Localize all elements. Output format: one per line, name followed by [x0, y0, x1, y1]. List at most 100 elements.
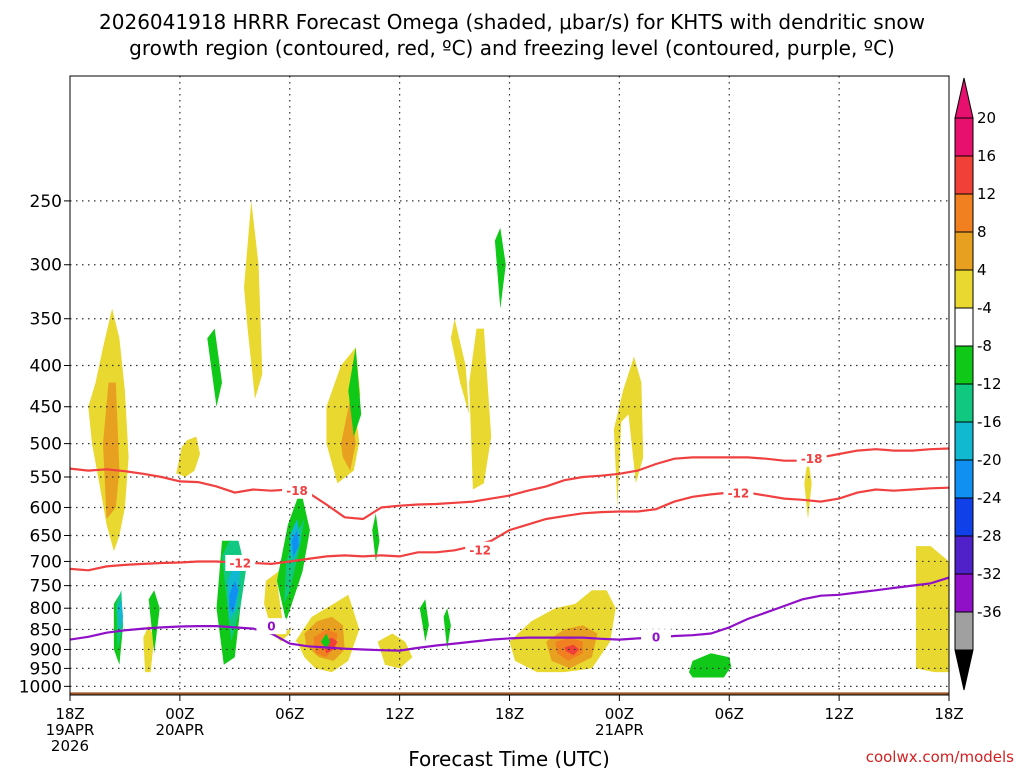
omega-shading [88, 200, 949, 678]
y-tick-label-250: 250 [30, 192, 62, 212]
credit-text: coolwx.com/models [866, 748, 1014, 766]
x-tick-label-0-1: 19APR [46, 721, 95, 739]
contour-label-bg-freezing-level-1 [641, 629, 671, 646]
omega-region-4-9 [505, 535, 521, 562]
contour-label-dgz-top-1: -18 [801, 452, 823, 466]
chart-title-line-2: growth region (contoured, red, ºC) and f… [129, 36, 895, 60]
omega-region-5-1 [148, 590, 160, 654]
colorbar-swatch--20 [954, 459, 974, 499]
omega-region-0-11 [804, 457, 812, 519]
y-tick-label-1000: 1000 [19, 677, 62, 697]
omega-region-4-3 [227, 276, 243, 407]
y-tick-label-300: 300 [30, 256, 62, 276]
colorbar-swatch--4 [954, 307, 974, 347]
colorbar-label-12: 12 [977, 185, 996, 203]
contour-label-dgz-bottom-0: -12 [229, 556, 251, 570]
omega-region-0-7 [450, 318, 470, 415]
colorbar-label--32: -32 [977, 565, 1002, 583]
y-tick-label-500: 500 [30, 435, 62, 455]
x-tick-label-6-0: 00Z [165, 705, 194, 723]
y-tick-label-400: 400 [30, 356, 62, 376]
colorbar-label--8: -8 [977, 337, 992, 355]
colorbar-label-4: 4 [977, 261, 987, 279]
omega-region-5-8 [494, 227, 506, 309]
y-tick-label-350: 350 [30, 310, 62, 330]
contour-label-dgz-bottom-1: -12 [469, 543, 491, 557]
contour-label-freezing-level-1: 0 [652, 631, 660, 645]
colorbar-label-20: 20 [977, 109, 996, 127]
colorbar-top-arrow [954, 77, 974, 119]
omega-region-0-8 [469, 328, 492, 490]
colorbar-swatch--16 [954, 421, 974, 461]
x-tick-label-48-0: 18Z [934, 705, 963, 723]
colorbar-swatch-8 [954, 231, 974, 271]
colorbar-swatch-20 [954, 117, 974, 157]
y-axis: 2503003504004505005506006507007508008509… [19, 192, 70, 697]
chart-title-line-1: 2026041918 HRRR Forecast Omega (shaded, … [99, 10, 925, 34]
contour-label-bg-dgz-bottom-0 [225, 554, 256, 571]
omega-region-8-1 [291, 530, 299, 557]
omega-region-4-11 [628, 507, 638, 531]
contour-label-bg-dgz-bottom-1 [465, 541, 496, 558]
x-tick-label-0-2: 2026 [51, 737, 89, 755]
x-tick-label-6-1: 20APR [155, 721, 204, 739]
y-tick-label-700: 700 [30, 552, 62, 572]
y-tick-label-750: 750 [30, 577, 62, 597]
y-tick-label-850: 850 [30, 620, 62, 640]
contour-dgz-bottom [70, 486, 949, 572]
y-tick-label-950: 950 [30, 659, 62, 679]
colorbar-swatch--8 [954, 345, 974, 385]
colorbar-swatch--32 [954, 573, 974, 613]
grid-lines [70, 76, 949, 695]
omega-region-4-1 [156, 580, 164, 658]
colorbar-label--4: -4 [977, 299, 992, 317]
y-tick-label-550: 550 [30, 468, 62, 488]
colorbar-swatch-16 [954, 155, 974, 195]
colorbar-label-8: 8 [977, 223, 987, 241]
colorbar-label--20: -20 [977, 451, 1002, 469]
omega-region-0-2 [244, 200, 263, 399]
omega-region-5-7 [443, 608, 451, 650]
colorbar-swatch--28 [954, 535, 974, 575]
colorbar-bottom-arrow [954, 649, 974, 691]
omega-region-0-10 [613, 356, 644, 508]
contour-label-bg-dgz-bottom-2 [723, 485, 754, 502]
contour-label-bg-dgz-top-0 [282, 482, 313, 499]
contour-lines: -18 -18 -12 -12 -12 0 0 [70, 447, 949, 652]
contour-label-bg-dgz-top-1 [796, 450, 827, 467]
x-axis-label: Forecast Time (UTC) [408, 747, 610, 768]
contour-label-dgz-top-0: -18 [286, 484, 308, 498]
omega-region-0-12 [916, 546, 949, 673]
omega-region-5-11 [320, 633, 330, 650]
x-tick-label-24-0: 18Z [495, 705, 524, 723]
y-tick-label-650: 650 [30, 527, 62, 547]
x-tick-label-42-0: 12Z [824, 705, 853, 723]
omega-region-0-14 [143, 625, 155, 673]
y-tick-label-800: 800 [30, 599, 62, 619]
y-tick-label-600: 600 [30, 498, 62, 518]
contour-label-dgz-bottom-2: -12 [728, 487, 750, 501]
x-tick-label-0-0: 18Z [55, 705, 84, 723]
y-tick-label-900: 900 [30, 640, 62, 660]
colorbar-label-16: 16 [977, 147, 996, 165]
omega-region-0-1 [176, 436, 200, 477]
omega-region-8-0 [229, 580, 239, 613]
colorbar-swatch-4 [954, 269, 974, 309]
x-tick-label-36-0: 06Z [715, 705, 744, 723]
omega-region-5-9 [689, 653, 732, 678]
colorbar-swatch-12 [954, 193, 974, 233]
y-tick-label-450: 450 [30, 398, 62, 418]
colorbar: 20 16 12 8 4 -4 -8 -12 -16 -20 -24 -28 -32 -36 [954, 77, 1002, 691]
colorbar-swatch--36 [954, 611, 974, 651]
ground-surface [70, 692, 949, 695]
colorbar-label--28: -28 [977, 527, 1002, 545]
contour-label-freezing-level-0: 0 [267, 620, 275, 634]
colorbar-label--16: -16 [977, 413, 1002, 431]
contour-freezing-level [70, 576, 949, 652]
x-tick-label-30-0: 00Z [605, 705, 634, 723]
omega-region-5-6 [419, 599, 429, 642]
colorbar-label--36: -36 [977, 603, 1002, 621]
omega-region-1-0 [103, 382, 120, 519]
x-tick-label-18-0: 12Z [385, 705, 414, 723]
